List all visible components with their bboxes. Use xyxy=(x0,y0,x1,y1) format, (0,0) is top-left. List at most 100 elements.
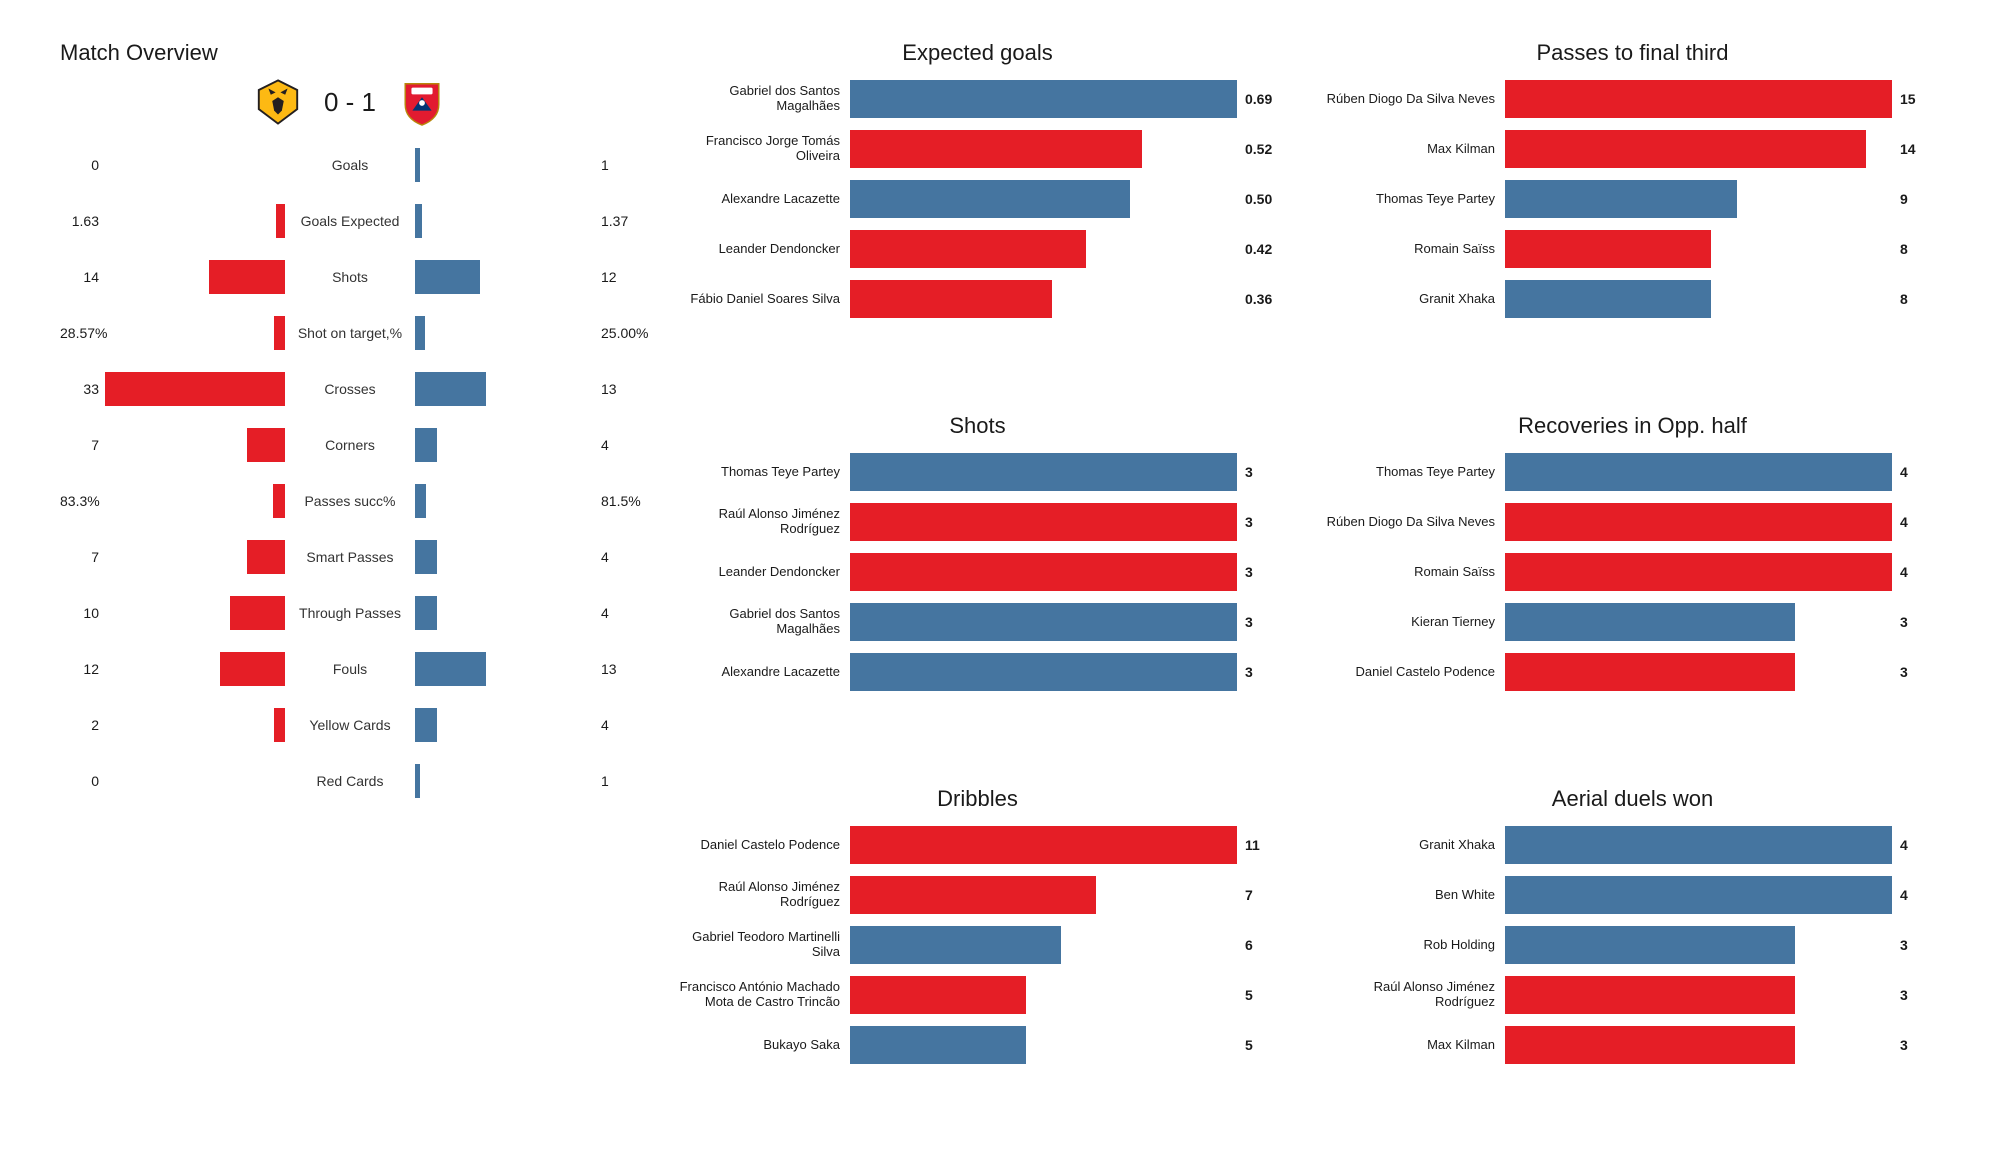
chart-row: Leander Dendoncker0.42 xyxy=(670,230,1285,268)
home-value: 0 xyxy=(60,157,105,173)
player-bar xyxy=(850,1026,1026,1064)
chart-rows: Thomas Teye Partey3Raúl Alonso Jiménez R… xyxy=(670,453,1285,762)
overview-row: 10 Through Passes 4 xyxy=(60,592,640,634)
player-label: Granit Xhaka xyxy=(1325,838,1505,853)
chart-row: Gabriel Teodoro Martinelli Silva6 xyxy=(670,926,1285,964)
away-team-badge-icon xyxy=(398,78,446,126)
player-bar xyxy=(850,80,1237,118)
player-value: 4 xyxy=(1892,887,1940,903)
away-bar xyxy=(415,204,422,238)
home-value: 10 xyxy=(60,605,105,621)
home-bar-track xyxy=(105,148,285,182)
away-bar xyxy=(415,316,425,350)
chart-row: Leander Dendoncker3 xyxy=(670,553,1285,591)
stat-label: Fouls xyxy=(285,661,415,677)
player-value: 3 xyxy=(1237,614,1285,630)
player-bar xyxy=(1505,180,1737,218)
away-bar xyxy=(415,596,437,630)
player-label: Francisco António Machado Mota de Castro… xyxy=(670,980,850,1010)
player-bar xyxy=(1505,130,1866,168)
home-bar xyxy=(273,484,285,518)
player-bar xyxy=(850,280,1052,318)
stat-label: Through Passes xyxy=(285,605,415,621)
away-value: 4 xyxy=(595,549,640,565)
player-value: 7 xyxy=(1237,887,1285,903)
page-root: Match Overview 0 - 1 xyxy=(60,40,1940,1135)
score-row: 0 - 1 xyxy=(60,78,640,126)
away-bar xyxy=(415,148,420,182)
home-team-badge-icon xyxy=(254,78,302,126)
player-value: 14 xyxy=(1892,141,1940,157)
player-bar xyxy=(850,603,1237,641)
chart-row: Bukayo Saka5 xyxy=(670,1026,1285,1064)
chart-rows: Daniel Castelo Podence11Raúl Alonso Jimé… xyxy=(670,826,1285,1135)
overview-row: 12Fouls13 xyxy=(60,648,640,690)
stat-label: Shots xyxy=(285,269,415,285)
player-label: Leander Dendoncker xyxy=(670,242,850,257)
chart-title: Shots xyxy=(670,413,1285,439)
overview-row: 0Goals1 xyxy=(60,144,640,186)
home-value: 2 xyxy=(60,717,105,733)
bar-track xyxy=(850,280,1237,318)
home-bar-track xyxy=(105,652,285,686)
home-bar xyxy=(220,652,285,686)
player-label: Bukayo Saka xyxy=(670,1038,850,1053)
away-value: 13 xyxy=(595,661,640,677)
bar-track xyxy=(1505,926,1892,964)
player-label: Romain Saïss xyxy=(1325,565,1505,580)
player-bar xyxy=(1505,1026,1795,1064)
chart-row: Francisco Jorge Tomás Oliveira0.52 xyxy=(670,130,1285,168)
player-value: 5 xyxy=(1237,987,1285,1003)
player-value: 9 xyxy=(1892,191,1940,207)
player-value: 3 xyxy=(1237,464,1285,480)
bar-track xyxy=(1505,80,1892,118)
player-bar xyxy=(1505,826,1892,864)
player-chart: Shots Thomas Teye Partey3Raúl Alonso Jimé… xyxy=(670,413,1285,762)
chart-row: Raúl Alonso Jiménez Rodríguez3 xyxy=(670,503,1285,541)
overview-row: 2Yellow Cards4 xyxy=(60,704,640,746)
bar-track xyxy=(1505,180,1892,218)
player-label: Raúl Alonso Jiménez Rodríguez xyxy=(670,880,850,910)
bar-track xyxy=(850,180,1237,218)
player-bar xyxy=(850,130,1142,168)
chart-row: Alexandre Lacazette3 xyxy=(670,653,1285,691)
away-bar xyxy=(415,484,426,518)
away-bar-track xyxy=(415,764,595,798)
stat-label: Shot on target,% xyxy=(285,325,415,341)
home-value: 7 xyxy=(60,549,105,565)
away-value: 25.00% xyxy=(595,325,640,341)
bar-track xyxy=(1505,280,1892,318)
away-value: 4 xyxy=(595,437,640,453)
player-value: 4 xyxy=(1892,564,1940,580)
away-value: 4 xyxy=(595,605,640,621)
home-bar-track xyxy=(105,428,285,462)
player-value: 3 xyxy=(1892,1037,1940,1053)
chart-row: Max Kilman3 xyxy=(1325,1026,1940,1064)
chart-title: Passes to final third xyxy=(1325,40,1940,66)
player-bar xyxy=(1505,503,1892,541)
player-chart: Expected goalsGabriel dos Santos Magalhã… xyxy=(670,40,1285,389)
home-bar-track xyxy=(105,260,285,294)
away-bar xyxy=(415,764,420,798)
stat-label: Smart Passes xyxy=(285,549,415,565)
away-bar-track xyxy=(415,148,595,182)
overview-row: 14Shots12 xyxy=(60,256,640,298)
player-value: 11 xyxy=(1237,837,1285,853)
home-bar-track xyxy=(105,316,285,350)
away-bar xyxy=(415,260,480,294)
chart-row: Romain Saïss8 xyxy=(1325,230,1940,268)
player-chart: Recoveries in Opp. halfThomas Teye Parte… xyxy=(1325,413,1940,762)
match-overview-panel: Match Overview 0 - 1 xyxy=(60,40,640,1135)
bar-track xyxy=(1505,230,1892,268)
chart-rows: Granit Xhaka4Ben White4Rob Holding3Raúl … xyxy=(1325,826,1940,1135)
player-label: Francisco Jorge Tomás Oliveira xyxy=(670,134,850,164)
bar-track xyxy=(850,653,1237,691)
bar-track xyxy=(850,926,1237,964)
home-bar xyxy=(209,260,285,294)
overview-row: 28.57%Shot on target,%25.00% xyxy=(60,312,640,354)
player-label: Thomas Teye Partey xyxy=(1325,465,1505,480)
chart-row: Max Kilman14 xyxy=(1325,130,1940,168)
player-label: Rúben Diogo Da Silva Neves xyxy=(1325,92,1505,107)
home-bar xyxy=(230,596,285,630)
player-bar xyxy=(1505,80,1892,118)
